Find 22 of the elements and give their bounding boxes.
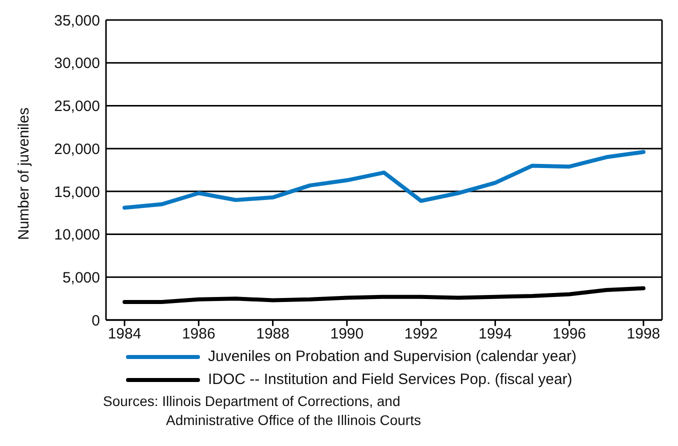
y-axis-title: Number of juveniles: [15, 107, 32, 240]
line-series: [122, 150, 646, 210]
legend-label: Juveniles on Probation and Supervision (calendar year): [208, 348, 577, 365]
x-tick-label: 1994: [478, 326, 512, 343]
x-tick-label: 1990: [330, 326, 364, 343]
x-tick-label: 1988: [256, 326, 290, 343]
legend-label: IDOC -- Institution and Field Services Pop. (fiscal year): [208, 371, 572, 388]
y-tick-label: 15,000: [54, 184, 100, 201]
line-series: [122, 286, 646, 304]
y-tick-label: 25,000: [54, 98, 100, 116]
source-note: Sources: Illinois Department of Corrections, and Administrative Office of the Illinois Courts: [103, 392, 422, 430]
y-tick-label: 35,000: [54, 12, 100, 30]
x-tick-label: 1992: [404, 326, 438, 343]
x-tick-label: 1984: [108, 326, 142, 343]
y-tick-label: 0: [92, 312, 100, 330]
y-tick-label: 10,000: [54, 226, 100, 244]
x-tick-label: 1996: [552, 326, 586, 343]
y-tick-label: 20,000: [54, 140, 100, 158]
x-tick-label: 1998: [626, 326, 660, 343]
x-tick-label: 1986: [182, 326, 216, 343]
y-tick-label: 30,000: [54, 55, 100, 72]
y-tick-label: 5,000: [62, 269, 100, 286]
